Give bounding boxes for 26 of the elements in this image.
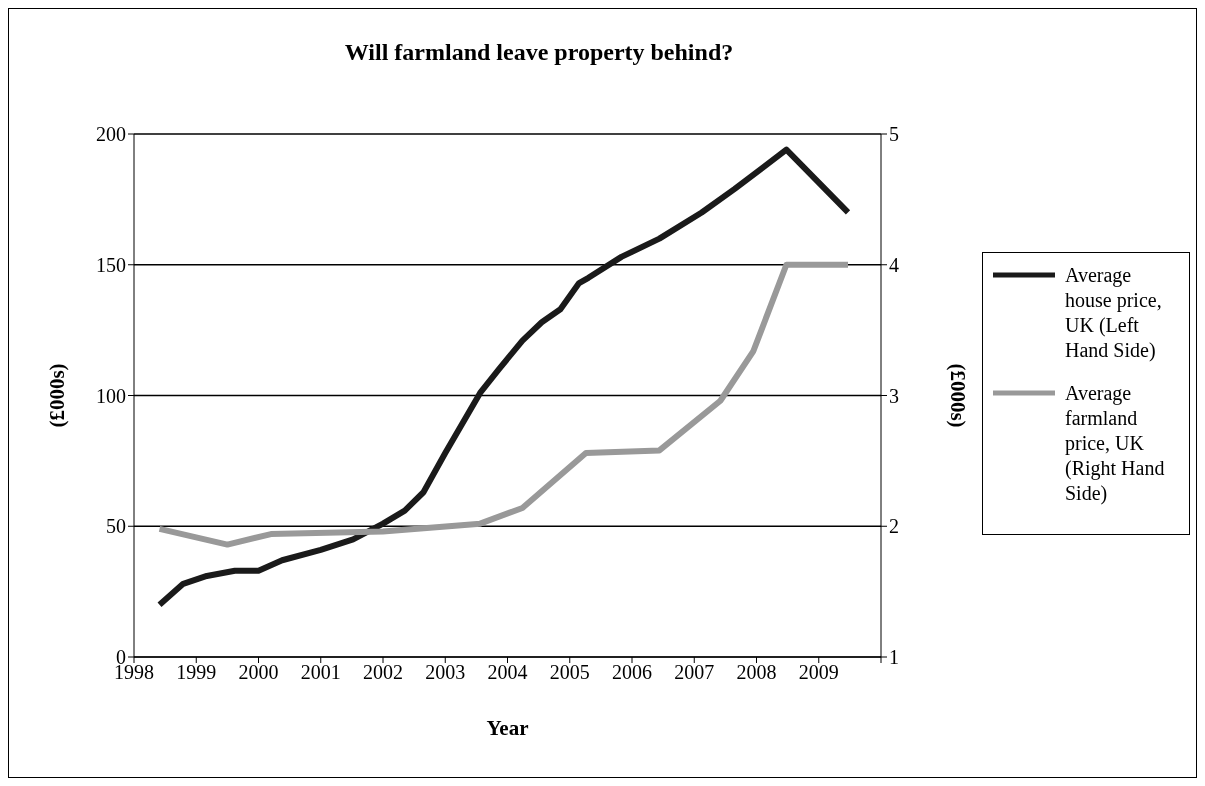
y-axis-title: (£000s): [45, 363, 70, 428]
x-tick-label: 2004: [487, 661, 528, 684]
legend-label: Average farmland price, UK (Right Hand Side): [1065, 380, 1166, 506]
x-tick-label: 2009: [798, 661, 839, 684]
x-axis-title: Year: [486, 716, 529, 740]
x-tick-label: 2007: [674, 661, 715, 684]
y2-tick-label: 1: [889, 646, 899, 669]
y-tick-label: 200: [96, 123, 126, 146]
y2-tick-label: 4: [889, 253, 899, 276]
x-tick-label: 1999: [176, 661, 217, 684]
x-tick-label: 2006: [612, 661, 652, 684]
y2-axis-title: (£000s): [945, 363, 970, 428]
x-tick-label: 2005: [549, 661, 590, 684]
x-tick-label: 2002: [363, 661, 403, 684]
y2-tick-label: 5: [889, 123, 899, 146]
y2-tick-label: 3: [889, 384, 899, 407]
legend-label: Average house price, UK (Left Hand Side): [1065, 262, 1163, 363]
y-tick-label: 50: [106, 515, 126, 538]
y-tick-label: 150: [96, 253, 126, 276]
y2-tick-label: 2: [889, 515, 899, 538]
x-tick-label: 2003: [425, 661, 466, 684]
y-tick-label: 100: [96, 384, 126, 407]
x-tick-label: 2001: [300, 661, 341, 684]
x-tick-label: 2008: [736, 661, 777, 684]
x-tick-label: 2000: [238, 661, 279, 684]
chart-title: Will farmland leave property behind?: [343, 39, 735, 66]
